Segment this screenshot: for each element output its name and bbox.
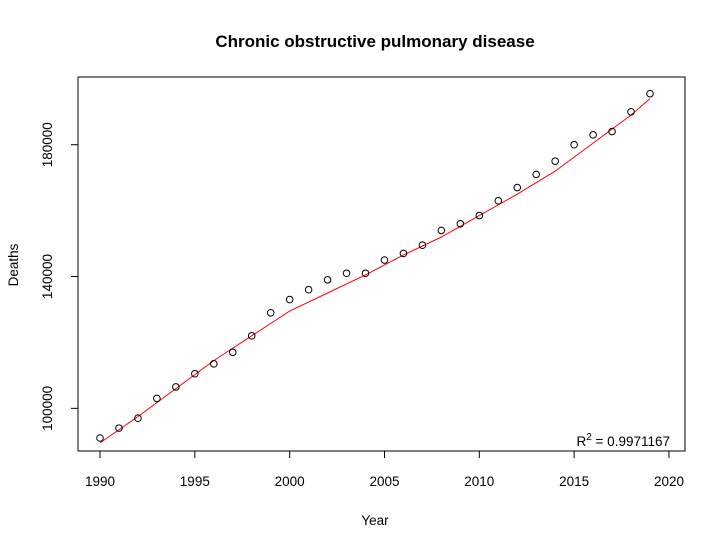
chart-title: Chronic obstructive pulmonary disease xyxy=(215,32,534,51)
data-point xyxy=(456,220,465,228)
x-tick-label: 2010 xyxy=(464,474,494,489)
data-point xyxy=(191,369,199,378)
data-point xyxy=(304,285,313,294)
data-point xyxy=(209,360,218,368)
r2-superscript: 2 xyxy=(586,432,592,443)
data-point xyxy=(96,434,104,442)
data-point xyxy=(115,424,123,432)
data-point xyxy=(228,348,237,357)
r2-value: = 0.9971167 xyxy=(592,434,670,449)
data-point xyxy=(134,414,142,423)
y-tick-label: 140000 xyxy=(40,254,55,299)
data-point xyxy=(475,211,484,220)
points-layer xyxy=(96,89,654,442)
data-point xyxy=(418,241,427,250)
y-axis: 100000 140000 180000 xyxy=(40,122,79,431)
x-tick-label: 2020 xyxy=(654,474,684,489)
data-point xyxy=(323,276,332,284)
data-point xyxy=(437,226,446,235)
data-point xyxy=(380,256,389,264)
x-tick-label: 1995 xyxy=(180,474,210,489)
x-tick-label: 2005 xyxy=(369,474,399,489)
data-point xyxy=(513,183,522,192)
data-point xyxy=(532,170,541,179)
fit-layer xyxy=(99,98,651,444)
data-point xyxy=(399,249,408,258)
data-point xyxy=(608,127,616,136)
data-point xyxy=(361,269,370,278)
y-tick-label: 100000 xyxy=(40,386,55,431)
data-point xyxy=(589,131,597,139)
y-tick-label: 180000 xyxy=(40,122,55,167)
x-tick-label: 1990 xyxy=(85,474,115,489)
data-point xyxy=(153,394,161,403)
data-point xyxy=(551,157,559,165)
data-point xyxy=(247,332,256,340)
data-point xyxy=(172,383,180,391)
x-axis: 1990 1995 2000 2005 2010 2015 2020 xyxy=(85,450,684,489)
r2-annotation: R2 = 0.9971167 xyxy=(576,432,670,449)
plot-frame xyxy=(77,76,686,452)
data-point xyxy=(627,107,635,116)
x-tick-label: 2015 xyxy=(559,474,589,489)
data-point xyxy=(494,196,503,205)
y-axis-label: Deaths xyxy=(6,243,21,286)
data-point xyxy=(285,295,294,304)
x-axis-label: Year xyxy=(361,513,389,528)
data-point xyxy=(342,269,351,278)
data-point xyxy=(570,140,578,149)
fit-line xyxy=(99,98,651,444)
x-tick-label: 2000 xyxy=(275,474,305,489)
data-point xyxy=(266,308,275,317)
r2-label: R xyxy=(576,434,586,449)
data-point xyxy=(646,89,654,98)
